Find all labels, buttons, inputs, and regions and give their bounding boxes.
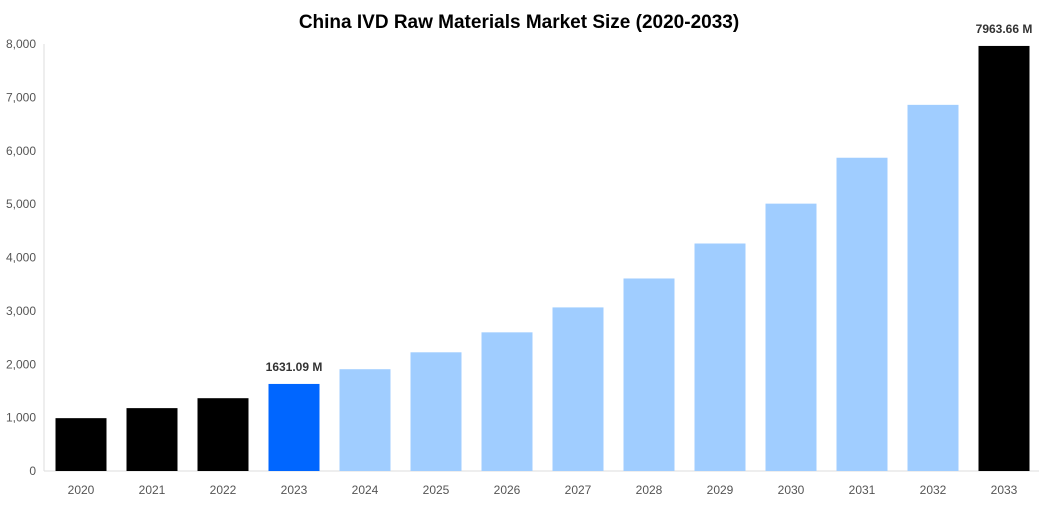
bar-2031: [836, 157, 888, 471]
x-tick-label: 2029: [707, 483, 734, 497]
bar-2020: [55, 418, 107, 471]
x-tick-label: 2021: [139, 483, 166, 497]
x-tick-label: 2032: [920, 483, 947, 497]
bar-2024: [339, 369, 391, 471]
bar-2027: [552, 307, 604, 471]
x-tick-label: 2025: [423, 483, 450, 497]
x-tick-label: 2027: [565, 483, 592, 497]
y-tick-label: 5,000: [6, 197, 36, 211]
y-tick-label: 6,000: [6, 144, 36, 158]
x-tick-label: 2031: [849, 483, 876, 497]
x-tick-label: 2033: [991, 483, 1018, 497]
data-label-2023: 1631.09 M: [266, 360, 323, 374]
x-tick-label: 2024: [352, 483, 379, 497]
chart-title: China IVD Raw Materials Market Size (202…: [299, 12, 739, 33]
bar-2022: [197, 398, 249, 471]
x-tick-label: 2023: [281, 483, 308, 497]
bar-2028: [623, 278, 675, 471]
bar-2025: [410, 352, 462, 471]
x-tick-label: 2028: [636, 483, 663, 497]
bar-2021: [126, 408, 178, 471]
bar-2029: [694, 243, 746, 471]
x-tick-label: 2020: [68, 483, 95, 497]
y-tick-label: 0: [29, 464, 36, 478]
bar-2033: [978, 45, 1030, 472]
y-tick-label: 7,000: [6, 90, 36, 104]
y-tick-label: 4,000: [6, 251, 36, 265]
x-tick-label: 2030: [778, 483, 805, 497]
x-tick-label: 2026: [494, 483, 521, 497]
bar-2032: [907, 104, 959, 471]
y-tick-label: 3,000: [6, 304, 36, 318]
bar-2030: [765, 203, 817, 471]
bar-2026: [481, 332, 533, 471]
data-label-2033: 7963.66 M: [976, 22, 1033, 36]
y-tick-label: 8,000: [6, 37, 36, 51]
x-tick-label: 2022: [210, 483, 237, 497]
bar-2023: [268, 383, 320, 471]
y-tick-label: 2,000: [6, 357, 36, 371]
y-tick-label: 1,000: [6, 411, 36, 425]
